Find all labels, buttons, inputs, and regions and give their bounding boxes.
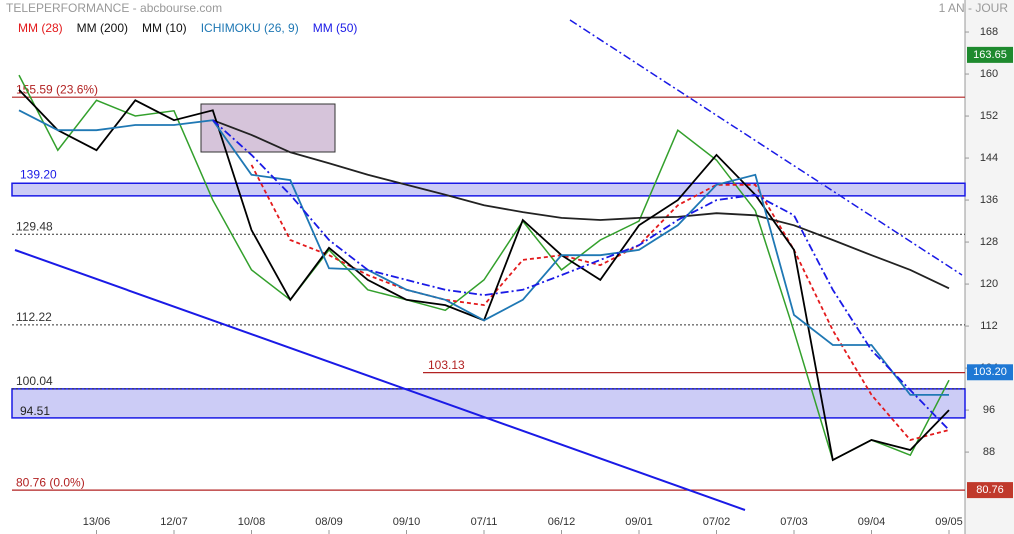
level-label: 155.59 (23.6%) — [16, 82, 98, 96]
legend-entry: MM (200) — [77, 21, 128, 35]
y-tick-label: 160 — [980, 68, 998, 80]
band — [11, 182, 966, 197]
band — [11, 388, 966, 419]
x-tick-label: 09/05 — [935, 516, 963, 528]
price-tag-label: 163.65 — [973, 49, 1007, 61]
axis-panel — [965, 0, 1014, 534]
level-label: 80.76 (0.0%) — [16, 475, 85, 489]
y-tick-label: 168 — [980, 26, 998, 38]
plot-area: 889610411212012813614415216016813/0612/0… — [11, 0, 1014, 534]
level-label: 103.13 — [428, 358, 465, 372]
x-tick-label: 10/08 — [238, 516, 266, 528]
y-tick-label: 112 — [980, 320, 998, 332]
y-tick-label: 120 — [980, 278, 998, 290]
x-tick-label: 09/04 — [858, 516, 886, 528]
price-tag-label: 103.20 — [973, 366, 1007, 378]
level-label: 112.22 — [16, 310, 52, 324]
band-label: 139.20 — [20, 167, 57, 181]
price-line — [18, 74, 950, 462]
chart-title: TELEPERFORMANCE - abcbourse.com — [6, 1, 222, 15]
x-tick-label: 12/07 — [160, 516, 188, 528]
legend-entry: MM (50) — [313, 21, 358, 35]
period: 1 AN - JOUR — [939, 1, 1009, 15]
series-line — [212, 119, 950, 290]
overlay: 163.65 103.20 80.76 — [18, 46, 1013, 499]
x-tick-label: 09/01 — [625, 516, 653, 528]
y-tick-label: 88 — [983, 446, 995, 458]
legend: MM (28) MM (200) MM (10) ICHIMOKU (26, 9) MM… — [18, 21, 357, 35]
legend-entry: ICHIMOKU (26, 9) — [201, 21, 299, 35]
band-label: 94.51 — [20, 404, 50, 418]
price-tag — [967, 364, 1013, 381]
x-tick-label: 07/02 — [703, 516, 731, 528]
price-tag — [967, 482, 1013, 499]
legend-entry: MM (10) — [142, 21, 187, 35]
price-tag-label: 80.76 — [976, 484, 1004, 496]
trend-line — [569, 19, 963, 276]
series-line — [212, 119, 950, 431]
y-tick-label: 96 — [983, 404, 995, 416]
price-tag — [967, 46, 1013, 63]
x-tick-label: 08/09 — [315, 516, 343, 528]
x-tick-label: 09/10 — [393, 516, 421, 528]
y-tick-label: 144 — [980, 152, 998, 164]
level-label: 100.04 — [16, 374, 53, 388]
trend-line — [14, 249, 746, 511]
x-tick-label: 06/12 — [548, 516, 576, 528]
y-tick-label: 152 — [980, 110, 998, 122]
x-tick-label: 07/11 — [471, 516, 498, 528]
x-tick-label: 07/03 — [780, 516, 808, 528]
level-label: 129.48 — [16, 219, 53, 233]
y-tick-label: 128 — [980, 236, 998, 248]
x-tick-label: 13/06 — [83, 516, 111, 528]
series-line — [250, 164, 950, 442]
legend-entry: MM (28) — [18, 21, 63, 35]
series-line — [18, 109, 949, 396]
y-tick-label: 136 — [980, 194, 998, 206]
